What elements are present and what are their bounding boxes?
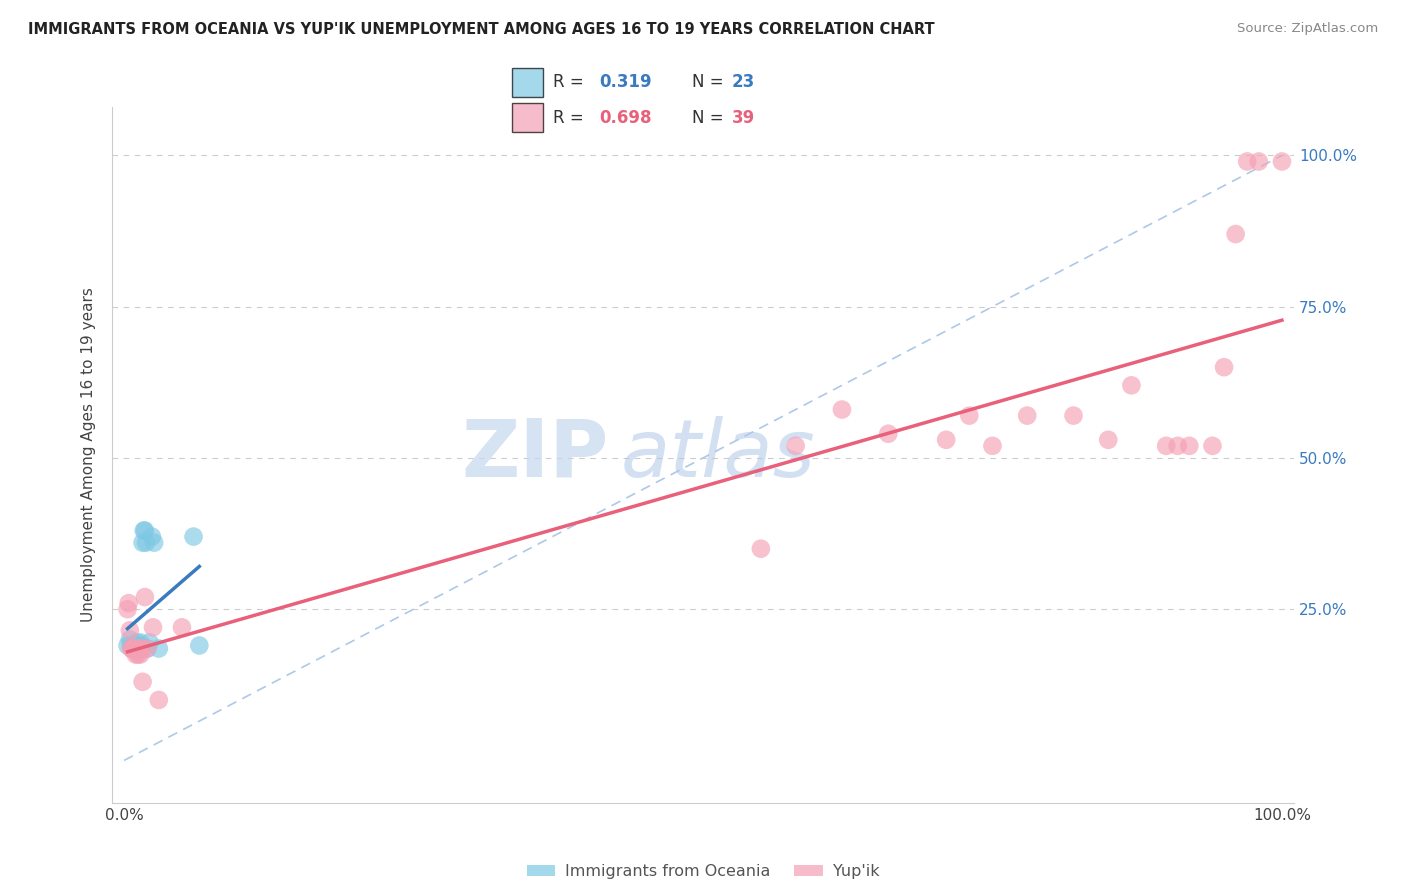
Point	[122, 641, 145, 656]
Point	[785, 439, 807, 453]
Point	[125, 644, 148, 658]
Point	[143, 535, 166, 549]
Point	[127, 648, 149, 662]
Point	[124, 641, 146, 656]
Point	[148, 693, 170, 707]
Text: 39: 39	[733, 109, 755, 127]
Text: ZIP: ZIP	[461, 416, 609, 494]
Point	[749, 541, 772, 556]
Point	[129, 648, 152, 662]
Point	[124, 641, 146, 656]
FancyBboxPatch shape	[512, 68, 543, 96]
Point	[134, 590, 156, 604]
Point	[135, 535, 157, 549]
Point	[170, 620, 193, 634]
Point	[1097, 433, 1119, 447]
Text: Source: ZipAtlas.com: Source: ZipAtlas.com	[1237, 22, 1378, 36]
Point	[132, 524, 155, 538]
Point	[1121, 378, 1143, 392]
Point	[1167, 439, 1189, 453]
Point	[129, 635, 152, 649]
Point	[117, 639, 139, 653]
Text: 0.319: 0.319	[599, 73, 651, 91]
Point	[122, 641, 145, 656]
Point	[134, 524, 156, 538]
Point	[120, 641, 142, 656]
Point	[136, 641, 159, 656]
Point	[124, 639, 146, 653]
Point	[121, 641, 143, 656]
Point	[124, 648, 146, 662]
Point	[121, 641, 143, 656]
Point	[935, 433, 957, 447]
Text: atlas: atlas	[620, 416, 815, 494]
Text: R =: R =	[553, 73, 589, 91]
Point	[1236, 154, 1258, 169]
Point	[1178, 439, 1201, 453]
Point	[120, 639, 142, 653]
Point	[831, 402, 853, 417]
Point	[141, 530, 163, 544]
Point	[1213, 360, 1236, 375]
Point	[1154, 439, 1177, 453]
Point	[148, 641, 170, 656]
Point	[1201, 439, 1223, 453]
Point	[1063, 409, 1085, 423]
Point	[138, 635, 160, 649]
Text: IMMIGRANTS FROM OCEANIA VS YUP'IK UNEMPLOYMENT AMONG AGES 16 TO 19 YEARS CORRELA: IMMIGRANTS FROM OCEANIA VS YUP'IK UNEMPL…	[28, 22, 935, 37]
Point	[128, 641, 150, 656]
Point	[118, 632, 141, 647]
Point	[118, 596, 141, 610]
Point	[877, 426, 900, 441]
Point	[142, 620, 165, 634]
Point	[1017, 409, 1039, 423]
Point	[131, 674, 153, 689]
Text: N =: N =	[692, 109, 728, 127]
Y-axis label: Unemployment Among Ages 16 to 19 years: Unemployment Among Ages 16 to 19 years	[80, 287, 96, 623]
Point	[136, 641, 159, 656]
Point	[131, 641, 153, 656]
Point	[117, 602, 139, 616]
Point	[131, 641, 153, 656]
Text: 0.698: 0.698	[599, 109, 651, 127]
Point	[131, 535, 153, 549]
Point	[118, 624, 141, 638]
Point	[981, 439, 1004, 453]
Point	[125, 635, 148, 649]
Point	[1271, 154, 1294, 169]
Point	[957, 409, 980, 423]
Legend: Immigrants from Oceania, Yup'ik: Immigrants from Oceania, Yup'ik	[520, 857, 886, 885]
Point	[127, 641, 149, 656]
Point	[128, 639, 150, 653]
FancyBboxPatch shape	[512, 103, 543, 132]
Text: N =: N =	[692, 73, 728, 91]
Point	[1247, 154, 1270, 169]
Text: 23: 23	[733, 73, 755, 91]
Point	[1225, 227, 1247, 241]
Point	[183, 530, 205, 544]
Text: R =: R =	[553, 109, 589, 127]
Point	[188, 639, 211, 653]
